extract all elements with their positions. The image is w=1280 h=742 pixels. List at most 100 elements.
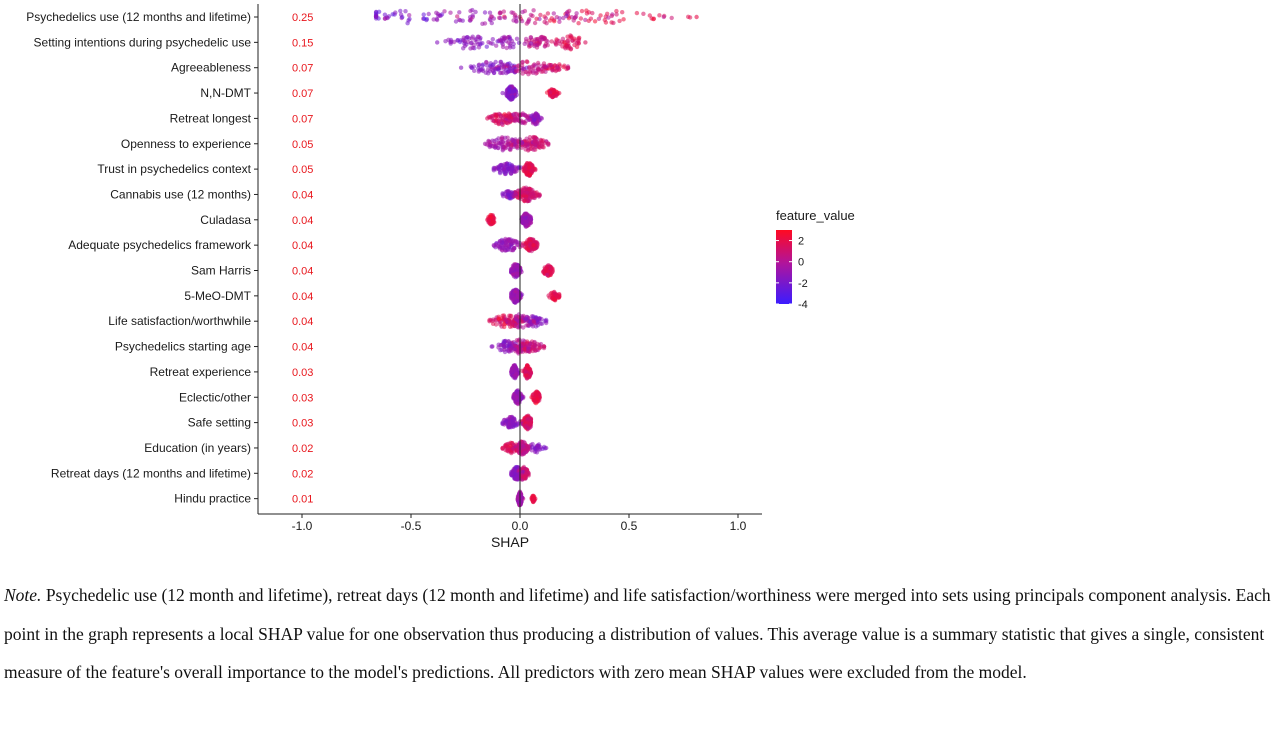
shap-point xyxy=(694,14,699,20)
shap-point xyxy=(514,242,519,248)
shap-point xyxy=(562,63,567,68)
shap-point xyxy=(407,13,412,18)
shap-point xyxy=(512,169,518,175)
shap-point xyxy=(507,87,513,92)
shap-point xyxy=(576,21,581,26)
shap-point xyxy=(551,94,556,99)
shap-point xyxy=(476,63,481,68)
shap-point xyxy=(434,10,439,15)
shap-point xyxy=(522,198,527,204)
feature-label: Culadasa xyxy=(200,213,251,227)
mean-shap-labels: 0.25 0.15 0.07 0.07 0.07 0.05 0.05 0.04 0.04 0.04… xyxy=(292,12,313,506)
shap-point xyxy=(557,62,562,67)
mean-shap-label: 0.04 xyxy=(292,316,313,328)
feature-labels: Psychedelics use (12 months and lifetime… xyxy=(26,10,252,506)
mean-shap-label: 0.04 xyxy=(292,342,313,354)
shap-point xyxy=(482,21,488,26)
shap-point xyxy=(605,11,610,16)
shap-point xyxy=(494,43,499,48)
shap-point xyxy=(531,8,536,13)
shap-point xyxy=(519,145,524,150)
shap-point xyxy=(525,114,530,120)
shap-point xyxy=(493,322,499,327)
shap-point xyxy=(545,39,550,44)
shap-point xyxy=(504,120,509,125)
x-tick-label: 1.0 xyxy=(730,519,747,533)
shap-point xyxy=(521,66,526,72)
shap-point xyxy=(489,344,494,349)
shap-point xyxy=(528,341,533,346)
shap-point xyxy=(453,19,459,24)
shap-point xyxy=(487,221,493,226)
feature-label: Agreeableness xyxy=(171,61,251,75)
x-axis-ticks: -1.0 -0.5 0.0 0.5 1.0 xyxy=(292,514,747,533)
shap-point xyxy=(537,145,543,150)
shap-point xyxy=(498,10,503,15)
shap-point xyxy=(527,187,532,192)
shap-point xyxy=(528,217,534,222)
feature-label: Retreat days (12 months and lifetime) xyxy=(51,466,251,480)
shap-point xyxy=(527,374,532,380)
shap-point xyxy=(565,38,570,44)
shap-point xyxy=(528,369,534,375)
shap-point xyxy=(514,165,519,170)
shap-point xyxy=(436,13,441,19)
shap-point xyxy=(528,41,534,46)
mean-shap-label: 0.07 xyxy=(292,88,313,100)
shap-point xyxy=(554,65,560,71)
shap-point xyxy=(526,471,531,476)
shap-point xyxy=(484,63,490,68)
feature-label: Psychedelics starting age xyxy=(115,340,251,354)
shap-point xyxy=(539,321,545,326)
feature-label: Adequate psychedelics framework xyxy=(68,238,252,252)
feature-label: 5-MeO-DMT xyxy=(184,289,251,303)
shap-point xyxy=(507,237,512,242)
shap-point xyxy=(669,15,674,21)
shap-point xyxy=(576,41,581,46)
shap-point xyxy=(504,443,509,449)
shap-point xyxy=(493,142,499,147)
shap-point xyxy=(531,246,536,252)
shap-point xyxy=(516,323,522,329)
shap-point xyxy=(496,145,501,151)
feature-label: Hindu practice xyxy=(174,492,251,506)
shap-point xyxy=(544,272,550,277)
shap-point xyxy=(554,37,559,42)
shap-point xyxy=(511,416,517,421)
mean-shap-label: 0.01 xyxy=(292,494,313,506)
shap-point xyxy=(512,468,517,473)
shap-point xyxy=(583,40,588,45)
shap-point xyxy=(498,162,503,168)
shap-point xyxy=(548,90,553,95)
mean-shap-label: 0.05 xyxy=(292,164,313,176)
shap-point xyxy=(398,8,403,14)
legend-tick-label: 0 xyxy=(798,257,804,269)
x-tick-label: 0.5 xyxy=(621,519,638,533)
shap-point xyxy=(513,288,518,294)
shap-point xyxy=(545,11,551,16)
shap-point xyxy=(382,12,388,17)
shap-point xyxy=(403,9,408,14)
shap-point xyxy=(590,10,595,16)
shap-point xyxy=(468,46,473,51)
shap-point xyxy=(504,240,509,245)
shap-point xyxy=(614,8,619,14)
shap-point xyxy=(393,10,398,15)
shap-point xyxy=(551,89,556,94)
shap-point xyxy=(507,448,513,453)
shap-point xyxy=(521,325,526,330)
legend-tick-label: -4 xyxy=(798,299,808,311)
shap-point xyxy=(634,10,640,16)
shap-point xyxy=(508,94,514,100)
x-tick-label: 0.0 xyxy=(512,519,529,533)
shap-point xyxy=(493,114,499,119)
shap-point xyxy=(523,215,528,220)
shap-point xyxy=(557,19,562,24)
shap-point xyxy=(500,44,506,50)
shap-point xyxy=(458,65,464,70)
shap-point xyxy=(526,416,531,422)
shap-point xyxy=(526,247,531,252)
shap-point xyxy=(531,191,536,196)
shap-point xyxy=(532,20,538,26)
feature-label: Safe setting xyxy=(188,416,251,430)
